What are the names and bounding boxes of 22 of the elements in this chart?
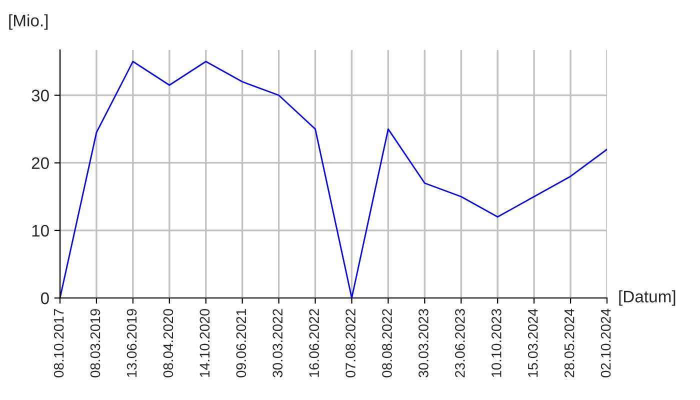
- y-tick-label: 20: [32, 157, 49, 170]
- x-tick-label: 28.05.2024: [564, 308, 574, 378]
- y-tick-label: 0: [40, 292, 49, 304]
- x-tick-label: 08.08.2022: [382, 309, 392, 378]
- x-tick-label: 08.03.2019: [90, 309, 100, 378]
- x-tick-label: 02.10.2024: [600, 308, 611, 378]
- x-tick-label: 23.06.2023: [455, 309, 465, 378]
- x-tick-label: 15.03.2024: [528, 308, 538, 377]
- x-axis-title: [Datum]: [619, 290, 676, 306]
- y-tick-label: 10: [32, 224, 49, 237]
- x-tick-label: 08.10.2017: [54, 309, 64, 378]
- x-tick-label: 14.10.2020: [200, 308, 210, 377]
- x-tick-label: 30.03.2022: [272, 309, 283, 378]
- x-tick-label: 09.06.2021: [236, 309, 246, 378]
- y-tick-label: 30: [32, 90, 49, 102]
- x-tick-label: 30.03.2023: [418, 309, 428, 378]
- x-tick-label: 10.10.2023: [491, 309, 502, 377]
- x-tick-label: 07.08.2022: [346, 309, 356, 378]
- x-tick-label: 16.06.2022: [309, 309, 319, 377]
- x-tick-label: 13.06.2019: [126, 309, 137, 377]
- y-axis-title: [Mio.]: [9, 14, 48, 30]
- x-tick-label: 08.04.2020: [163, 308, 174, 378]
